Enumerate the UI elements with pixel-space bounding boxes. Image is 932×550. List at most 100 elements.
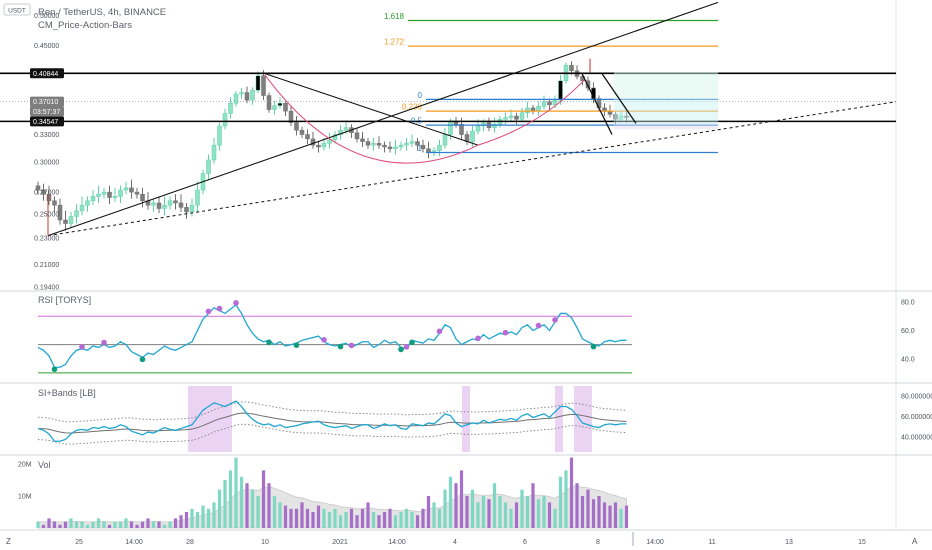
fib-zone xyxy=(614,125,718,130)
volume-bar xyxy=(608,505,612,528)
si-highlight-zone xyxy=(188,386,232,452)
volume-bar xyxy=(80,521,84,528)
time-tick: 2021 xyxy=(332,539,348,546)
candle-body xyxy=(41,189,46,195)
volume-bar xyxy=(509,508,513,528)
volume-bar xyxy=(113,521,117,528)
volume-bar xyxy=(520,489,524,528)
si-highlight-zone xyxy=(555,386,563,452)
volume-bar xyxy=(261,470,266,528)
volume-bar xyxy=(542,496,546,528)
volume-bar xyxy=(602,502,607,528)
trend-line-dashed xyxy=(47,101,897,237)
volume-bar xyxy=(124,518,128,528)
rsi-peak-dot xyxy=(403,344,410,350)
candle-body xyxy=(459,124,464,135)
rsi-peak-dot xyxy=(79,344,85,350)
rsi-peak-dot xyxy=(502,329,509,336)
rsi-line xyxy=(37,303,627,368)
volume-bar xyxy=(151,521,156,528)
volume-bar xyxy=(157,521,161,528)
volume-bar xyxy=(135,524,139,528)
candle-body xyxy=(519,112,525,120)
candle-body xyxy=(239,92,244,95)
time-tick: 10 xyxy=(261,539,269,546)
volume-bar xyxy=(575,483,579,528)
candle-body xyxy=(222,113,228,127)
candle-body xyxy=(107,191,112,198)
volume-bar xyxy=(498,496,502,528)
candle-body xyxy=(283,102,288,112)
si-bands-title[interactable]: SI+Bands [LB] xyxy=(38,388,96,398)
rsi-trough-dot xyxy=(409,339,415,346)
candle-body xyxy=(624,115,629,118)
time-tick: 13 xyxy=(785,539,793,546)
volume-bar xyxy=(415,515,420,528)
price-axis[interactable]: 0.50000 0.45000 0.40844 0.37010 03:57:37 0.34… xyxy=(30,13,64,292)
volume-bar xyxy=(41,524,46,528)
candle-body xyxy=(156,202,162,209)
volume-bar xyxy=(58,524,62,528)
auto-scale-icon[interactable]: A xyxy=(912,537,918,546)
candle-body xyxy=(360,138,365,142)
volume-bar xyxy=(294,508,299,528)
volume-bar xyxy=(514,502,519,528)
price-label-box xyxy=(30,68,64,79)
rsi-trough-dot xyxy=(51,366,58,373)
candle-body xyxy=(481,122,486,127)
candle-body xyxy=(250,90,255,101)
volume-bar xyxy=(338,515,343,528)
candle-body xyxy=(151,202,156,206)
volume-bar xyxy=(421,508,425,528)
candle-body xyxy=(558,80,563,101)
time-axis[interactable]: 25 14:00 28 10 2021 14:00 4 6 8 14:00 11 13 15 xyxy=(75,532,866,546)
candle-body xyxy=(327,139,332,144)
volume-bar xyxy=(547,502,552,528)
candle-body xyxy=(255,75,261,91)
volume-bar xyxy=(129,521,134,528)
volume-bar xyxy=(503,502,508,528)
volume-pane[interactable]: 20M 10M xyxy=(18,457,629,529)
volume-bar xyxy=(184,512,189,528)
si-upper-band xyxy=(37,401,627,423)
si-bands-pane[interactable]: 80.000000 60.000000 40.000000 xyxy=(37,386,932,452)
time-tick: 6 xyxy=(523,539,527,546)
candle-body xyxy=(299,129,305,135)
volume-bar xyxy=(278,502,282,528)
candle-body xyxy=(305,134,310,140)
candle-body xyxy=(470,130,475,142)
volume-bar xyxy=(553,508,557,528)
currency-badge[interactable]: USDT xyxy=(8,8,26,15)
rsi-trough-dot xyxy=(398,346,404,353)
zoom-reset-icon[interactable]: Z xyxy=(6,537,11,546)
indicator-label[interactable]: CM_Price-Action-Bars xyxy=(38,20,132,31)
volume-title[interactable]: Vol xyxy=(38,460,51,470)
fib-level-label: 0.236 xyxy=(402,103,423,112)
volume-bar xyxy=(355,515,359,528)
rsi-peak-dot xyxy=(205,308,212,315)
candle-body xyxy=(415,141,420,146)
rsi-peak-dot xyxy=(321,336,327,343)
volume-tick: 20M xyxy=(18,462,32,469)
candle-body xyxy=(316,144,321,148)
currency-badge-box[interactable] xyxy=(3,3,31,16)
candle-body xyxy=(101,191,107,195)
rsi-pane[interactable]: 80.0 60.0 40.0 xyxy=(37,300,915,374)
volume-bar xyxy=(190,508,194,528)
time-tick: 14:00 xyxy=(646,539,664,546)
volume-bar xyxy=(443,489,447,528)
volume-bar xyxy=(586,489,590,528)
price-label: 0.40844 xyxy=(33,71,58,78)
fib-zone xyxy=(614,72,718,100)
rsi-trough-dot xyxy=(337,343,344,350)
rsi-title[interactable]: RSI [TORYS] xyxy=(38,295,91,305)
time-tick: 28 xyxy=(186,539,194,546)
volume-bar xyxy=(52,521,57,528)
candle-body xyxy=(492,124,497,128)
candle-body xyxy=(244,92,250,101)
price-pane[interactable]: 1.618 1.272 0 0.236 0.5 1 xyxy=(0,1,897,237)
volume-bar xyxy=(195,512,200,528)
candle-body xyxy=(189,204,195,213)
candle-body xyxy=(57,204,63,221)
